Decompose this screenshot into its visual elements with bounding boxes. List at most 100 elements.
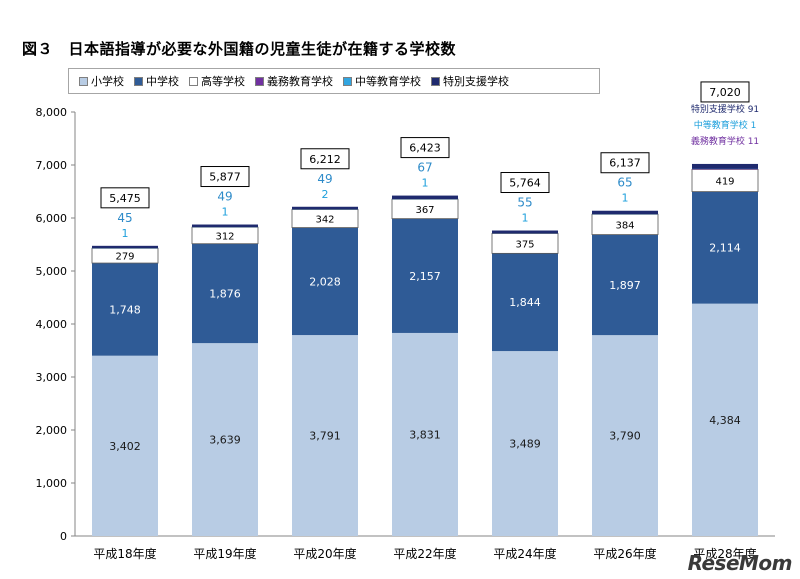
x-tick-label: 平成20年度 — [293, 546, 356, 561]
data-label: 3,402 — [109, 440, 141, 453]
data-label: 2 — [322, 188, 329, 201]
data-label: 55 — [517, 196, 532, 210]
y-tick-label: 6,000 — [36, 212, 68, 225]
legend-label: 中学校 — [146, 75, 179, 88]
legend-item: 特別支援学校 — [431, 73, 509, 89]
y-tick-label: 0 — [60, 530, 67, 543]
y-tick-label: 3,000 — [36, 371, 68, 384]
x-tick-label: 平成28年度 — [693, 546, 756, 561]
bar-segment — [292, 206, 358, 210]
y-tick-label: 1,000 — [36, 477, 68, 490]
data-label: 1 — [522, 212, 529, 225]
watermark-logo: ReseMom — [687, 551, 793, 575]
bar-segment — [392, 218, 458, 333]
total-box — [300, 148, 350, 170]
bar-segment — [492, 351, 558, 536]
bar-segment — [692, 163, 758, 169]
legend-swatch — [343, 76, 352, 86]
bar-segment — [292, 227, 358, 336]
data-label: 2,157 — [409, 270, 441, 283]
bar-segment — [392, 195, 458, 200]
legend-item: 義務教育学校 — [255, 73, 333, 89]
data-label: 279 — [115, 252, 134, 263]
data-label: 342 — [315, 215, 334, 226]
data-label: 312 — [215, 231, 234, 242]
legend-label: 義務教育学校 — [267, 75, 333, 88]
legend-item: 小学校 — [79, 73, 124, 89]
data-label: 4,384 — [709, 414, 741, 427]
data-label: 義務教育学校 11 — [691, 135, 759, 147]
data-label: 419 — [715, 177, 734, 188]
data-label: 375 — [515, 239, 534, 250]
data-label: 1 — [222, 206, 229, 219]
data-label: 2,114 — [709, 242, 741, 255]
chart-title: 図３ 日本語指導が必要な外国籍の児童生徒が在籍する学校数 — [22, 40, 457, 58]
bar-segment — [92, 263, 158, 356]
bar-segment — [692, 303, 758, 536]
legend-item: 中学校 — [134, 73, 179, 89]
legend-item: 高等学校 — [189, 73, 245, 89]
total-label: 5,764 — [509, 177, 541, 190]
x-tick-label: 平成18年度 — [93, 546, 156, 561]
legend-label: 特別支援学校 — [443, 75, 509, 88]
bar-segment — [192, 343, 258, 536]
bar-segment — [592, 210, 658, 215]
data-label: 3,790 — [609, 430, 641, 443]
total-label: 6,212 — [309, 153, 341, 166]
bar-segment — [92, 245, 158, 249]
bar-segment — [92, 355, 158, 536]
legend-label: 高等学校 — [201, 75, 245, 88]
bar-segment — [492, 253, 558, 352]
data-label: 1,876 — [209, 287, 241, 300]
bar-segment — [292, 335, 358, 536]
bar-segment — [192, 224, 258, 228]
data-label: 1 — [622, 192, 629, 205]
x-tick-label: 平成22年度 — [393, 546, 456, 561]
total-label: 7,020 — [709, 86, 741, 99]
total-label: 6,137 — [609, 157, 641, 170]
y-tick-label: 7,000 — [36, 159, 68, 172]
y-tick-label: 5,000 — [36, 265, 68, 278]
total-box — [100, 187, 150, 209]
y-tick-label: 4,000 — [36, 318, 68, 331]
bar-segment — [592, 234, 658, 336]
bar-segment — [492, 230, 558, 234]
data-label: 49 — [317, 172, 332, 186]
total-label: 5,475 — [109, 192, 141, 205]
total-label: 5,877 — [209, 171, 241, 184]
data-label: 1 — [422, 177, 429, 190]
data-label: 65 — [617, 176, 632, 190]
data-label: 3,639 — [209, 434, 241, 447]
legend-label: 小学校 — [91, 75, 124, 88]
data-label: 384 — [615, 220, 634, 231]
data-label: 特別支援学校 91 — [691, 103, 759, 115]
legend-swatch — [255, 76, 264, 86]
data-label: 1,897 — [609, 279, 641, 292]
total-box — [700, 81, 750, 103]
total-label: 6,423 — [409, 142, 441, 155]
x-tick-label: 平成24年度 — [493, 546, 556, 561]
data-label: 67 — [417, 161, 432, 175]
legend-swatch — [134, 76, 143, 86]
bar-segment — [692, 191, 758, 304]
legend-swatch — [431, 76, 440, 86]
legend-label: 中等教育学校 — [355, 75, 421, 88]
total-box — [500, 172, 550, 194]
x-tick-label: 平成19年度 — [193, 546, 256, 561]
x-tick-label: 平成26年度 — [593, 546, 656, 561]
legend-item: 中等教育学校 — [343, 73, 421, 89]
total-box — [200, 166, 250, 188]
data-label: 3,791 — [309, 430, 341, 443]
data-label: 3,831 — [409, 428, 441, 441]
total-box — [400, 137, 450, 159]
legend: 小学校 中学校 高等学校 義務教育学校 中等教育学校 特別支援学校 — [68, 68, 600, 94]
legend-swatch — [189, 76, 198, 86]
data-label: 3,489 — [509, 438, 541, 451]
data-label: 1,844 — [509, 296, 541, 309]
data-label: 1 — [122, 227, 129, 240]
legend-swatch — [79, 76, 88, 86]
y-tick-label: 8,000 — [36, 106, 68, 119]
bar-segment — [191, 226, 259, 245]
data-label: 49 — [217, 190, 232, 204]
